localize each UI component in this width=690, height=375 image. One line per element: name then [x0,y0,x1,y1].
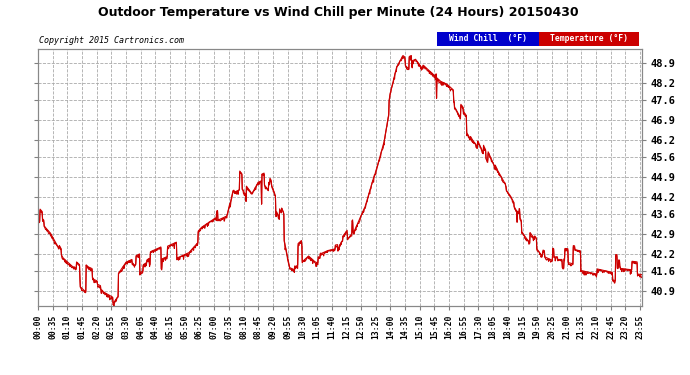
Text: Copyright 2015 Cartronics.com: Copyright 2015 Cartronics.com [39,36,184,45]
Text: Temperature (°F): Temperature (°F) [550,34,628,43]
Text: Wind Chill  (°F): Wind Chill (°F) [448,34,527,43]
Text: Outdoor Temperature vs Wind Chill per Minute (24 Hours) 20150430: Outdoor Temperature vs Wind Chill per Mi… [98,6,578,19]
